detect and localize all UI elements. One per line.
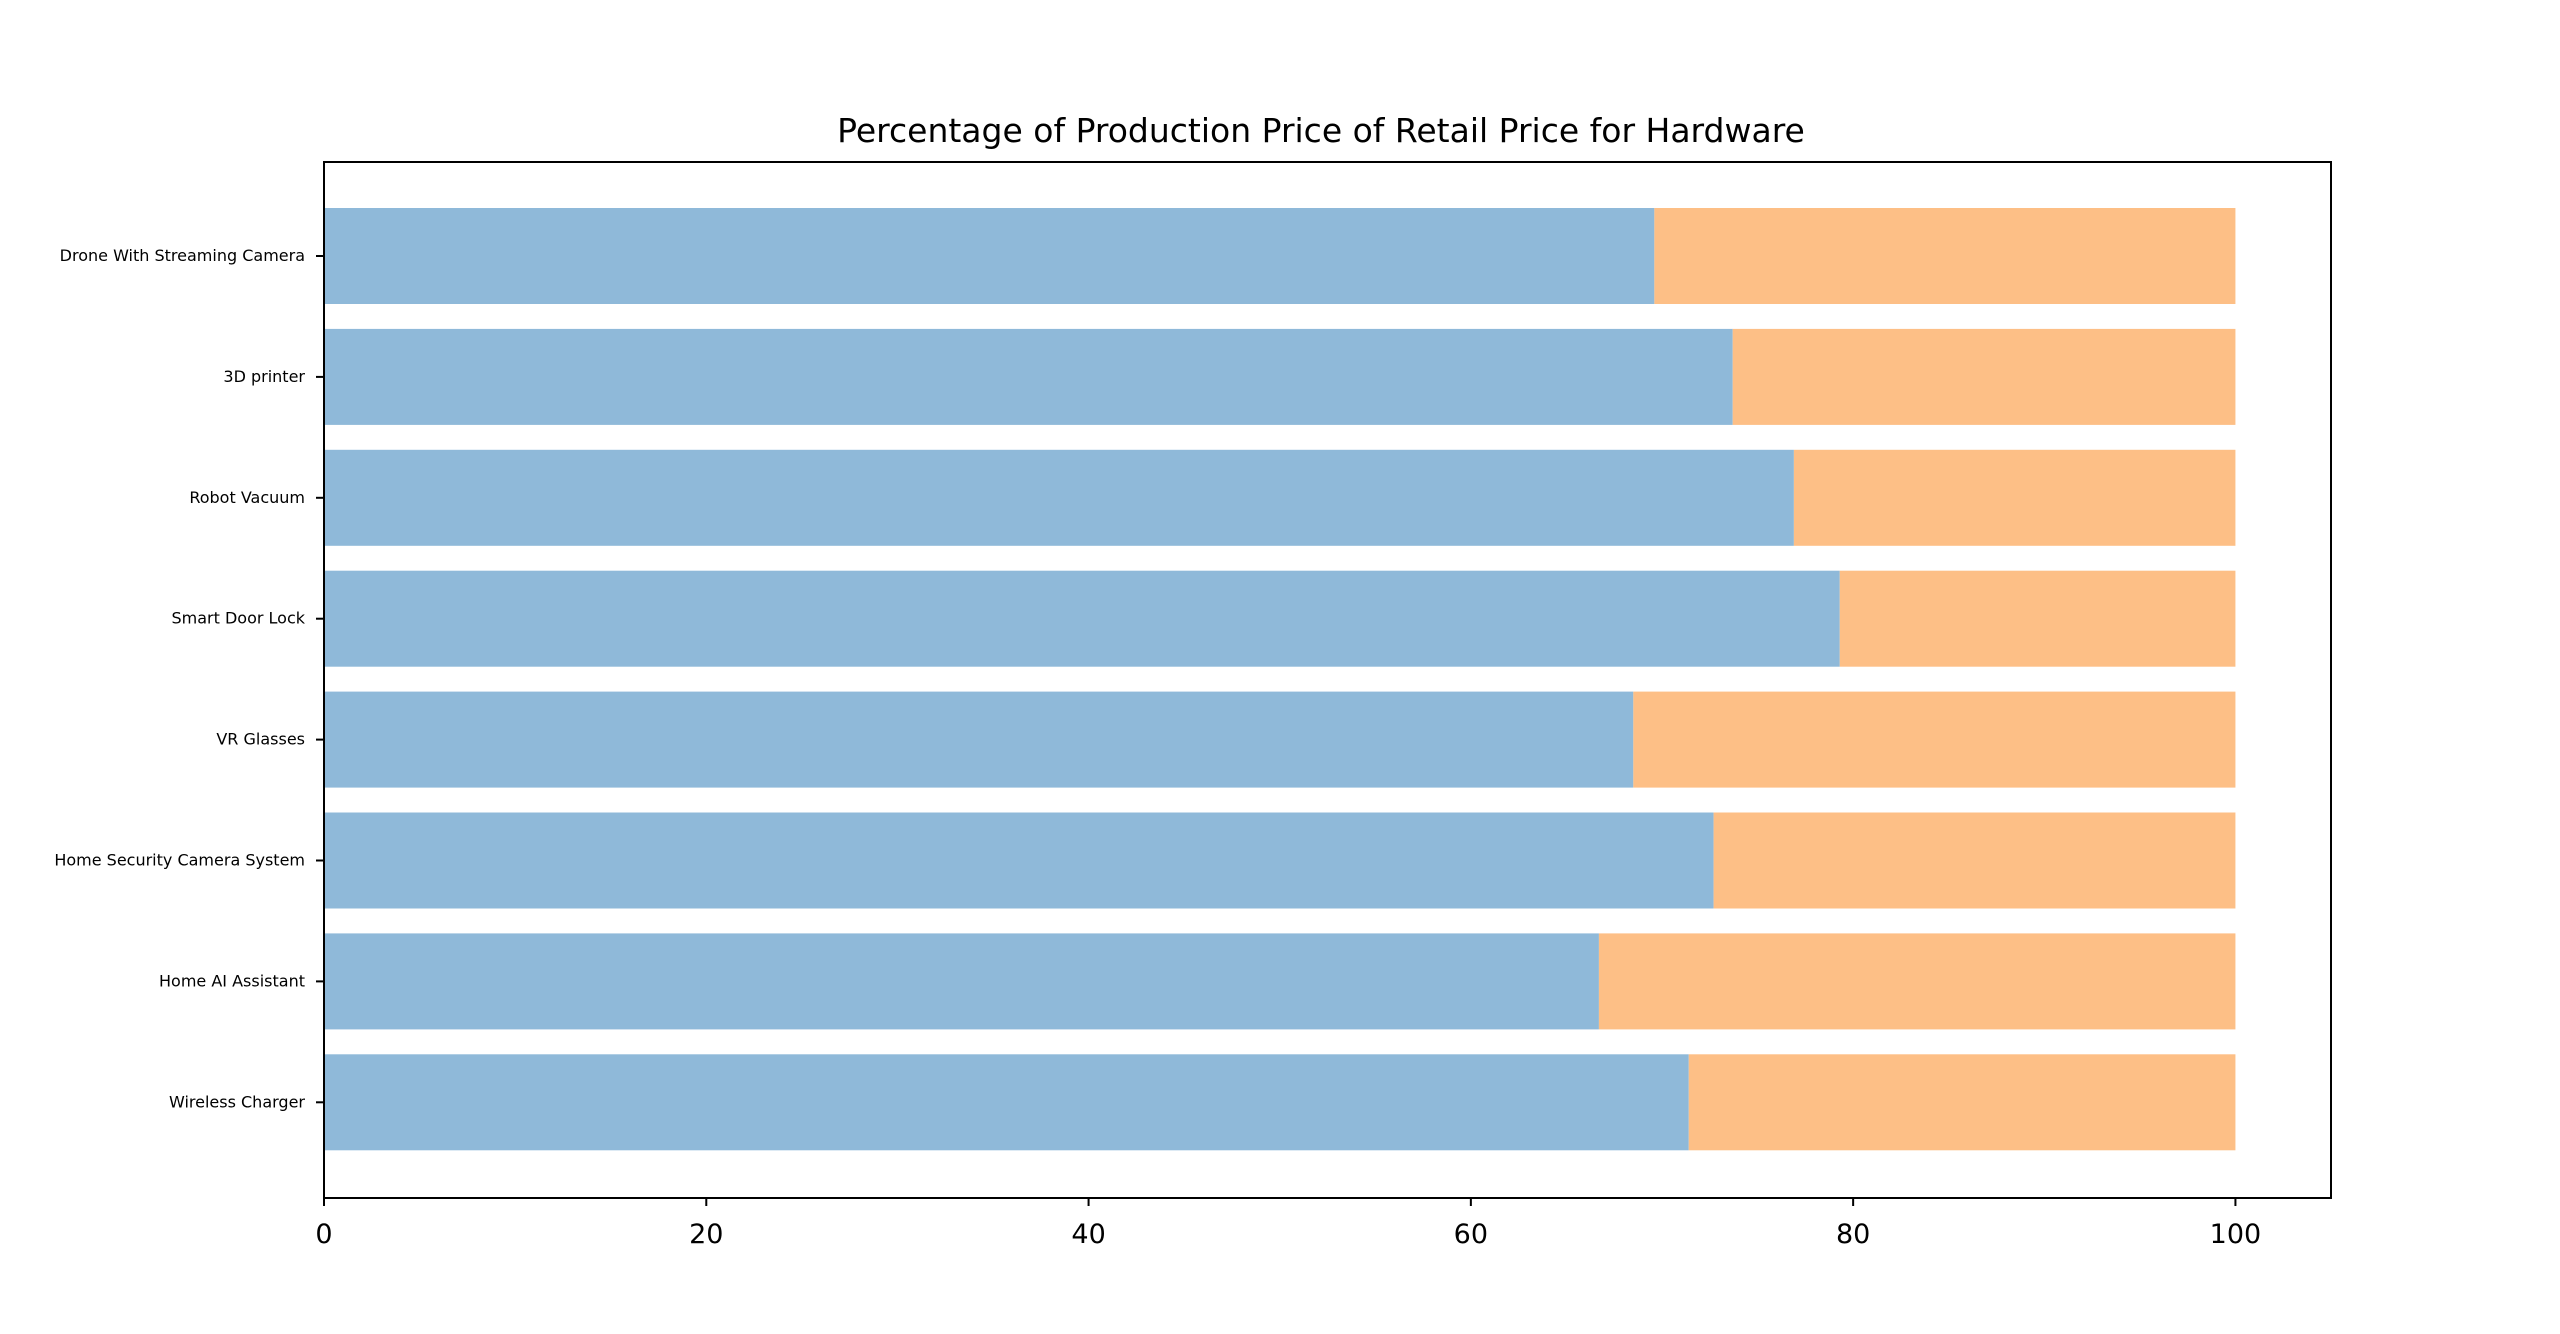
y-tick-label: Home AI Assistant <box>159 971 305 990</box>
bar-series2-2 <box>1732 328 2236 425</box>
bar-series1-7 <box>324 933 1599 1030</box>
bar-series1-8 <box>324 1054 1689 1151</box>
x-tick-label: 100 <box>2210 1219 2262 1250</box>
y-tick-label: 3D printer <box>223 367 305 386</box>
plot-frame <box>323 161 2332 1199</box>
x-tick-label: 80 <box>1836 1219 1870 1250</box>
bar-series1-3 <box>324 449 1794 546</box>
bar-series2-8 <box>1688 1054 2236 1151</box>
bar-series1-2 <box>324 328 1733 425</box>
x-tick-label: 40 <box>1071 1219 1105 1250</box>
bar-series2-6 <box>1713 812 2236 909</box>
bar-series2-7 <box>1598 933 2236 1030</box>
y-tick-label: Smart Door Lock <box>171 609 305 628</box>
bar-series2-4 <box>1839 570 2236 667</box>
y-tick-label: Home Security Camera System <box>54 851 305 870</box>
bar-series1-1 <box>324 208 1655 304</box>
y-tick-label: Drone With Streaming Camera <box>60 246 305 265</box>
x-tick-label: 0 <box>315 1219 332 1250</box>
bars-layer <box>324 208 2236 1151</box>
chart-title: Percentage of Production Price of Retail… <box>837 111 1805 150</box>
x-tick-label: 60 <box>1454 1219 1488 1250</box>
bar-series2-1 <box>1654 208 2236 304</box>
bar-series2-3 <box>1793 449 2236 546</box>
bar-series1-5 <box>324 691 1634 788</box>
x-tick-label: 20 <box>689 1219 723 1250</box>
axes-layer: Drone With Streaming Camera 3D printer Rob… <box>54 161 2332 1250</box>
bar-series1-6 <box>324 812 1714 909</box>
y-tick-label: Robot Vacuum <box>189 488 305 507</box>
bar-series2-5 <box>1633 691 2236 788</box>
y-tick-label: VR Glasses <box>216 730 305 749</box>
bar-series1-4 <box>324 570 1840 667</box>
y-tick-label: Wireless Charger <box>169 1092 305 1111</box>
